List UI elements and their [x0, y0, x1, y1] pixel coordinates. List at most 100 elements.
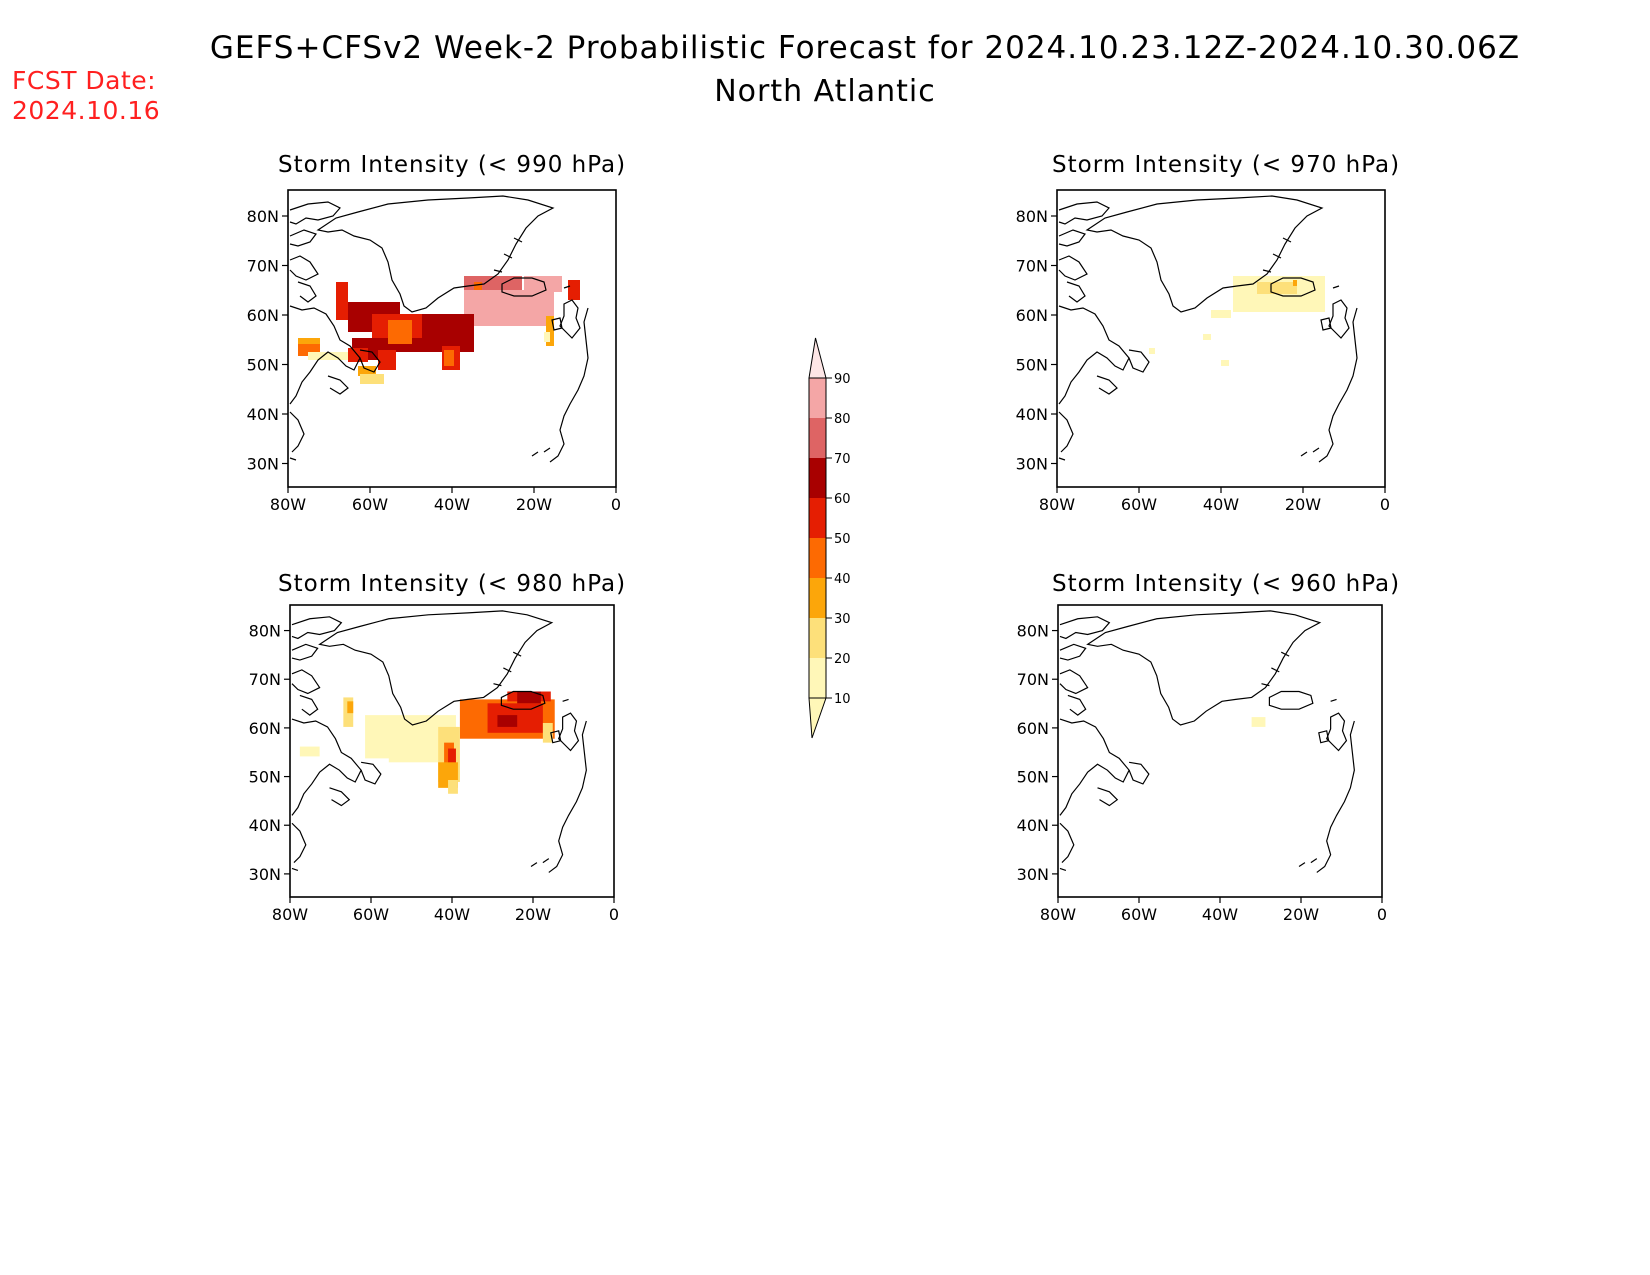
lat-tick-label: 60N — [1016, 306, 1048, 325]
colorbar-segment — [809, 618, 826, 658]
lat-tick-label: 40N — [247, 405, 279, 424]
lat-tick-label: 60N — [249, 719, 281, 738]
colorbar-tick-label: 10 — [834, 692, 851, 707]
probability-cell — [358, 366, 376, 376]
lat-tick-label: 50N — [247, 356, 279, 375]
lon-tick-label: 60W — [1121, 905, 1157, 924]
colorbar-segment — [809, 498, 826, 538]
lon-tick-label: 0 — [611, 495, 621, 514]
probability-cell — [524, 276, 562, 292]
colorbar-tick-label: 40 — [834, 572, 851, 587]
probability-cell — [388, 320, 412, 344]
lon-tick-label: 0 — [1380, 495, 1390, 514]
forecast-date-value: 2024.10.16 — [12, 96, 161, 125]
lon-tick-label: 80W — [270, 495, 306, 514]
lat-tick-label: 50N — [1017, 768, 1049, 787]
probability-cell — [378, 350, 396, 370]
probability-cell — [299, 746, 320, 757]
lon-tick-label: 40W — [1202, 905, 1238, 924]
panel-title-970: Storm Intensity (< 970 hPa) — [1052, 152, 1401, 178]
lat-tick-label: 60N — [1017, 719, 1049, 738]
probability-cell — [568, 280, 580, 300]
lon-tick-label: 20W — [516, 495, 552, 514]
lat-tick-label: 80N — [249, 622, 281, 641]
probability-cell — [1297, 278, 1317, 286]
region-subtitle: North Atlantic — [714, 74, 936, 109]
lat-tick-label: 80N — [1016, 207, 1048, 226]
lon-tick-label: 0 — [609, 905, 619, 924]
lon-tick-label: 20W — [515, 905, 551, 924]
lat-tick-label: 50N — [1016, 356, 1048, 375]
probability-cell — [1257, 282, 1297, 294]
colorbar-segment — [809, 418, 826, 458]
colorbar-segment — [809, 538, 826, 578]
colorbar-tick-label: 50 — [834, 532, 851, 547]
lat-tick-label: 30N — [1016, 455, 1048, 474]
main-title: GEFS+CFSv2 Week-2 Probabilistic Forecast… — [209, 30, 1521, 66]
probability-cell — [542, 722, 553, 743]
probability-cell — [546, 316, 554, 346]
colorbar-tick-label: 60 — [834, 492, 851, 507]
colorbar-segment — [809, 458, 826, 498]
lon-tick-label: 40W — [434, 905, 470, 924]
lat-tick-label: 70N — [1016, 257, 1048, 276]
colorbar-tick-label: 80 — [834, 412, 851, 427]
probability-cell — [1293, 280, 1299, 286]
probability-cell — [448, 780, 458, 794]
lat-tick-label: 40N — [1017, 816, 1049, 835]
colorbar-segment — [809, 658, 826, 698]
lat-tick-label: 40N — [1016, 405, 1048, 424]
panel-title-980: Storm Intensity (< 980 hPa) — [278, 571, 627, 597]
lat-tick-label: 30N — [249, 865, 281, 884]
probability-field-980 — [299, 691, 555, 794]
probability-cell — [336, 282, 348, 320]
lon-tick-label: 80W — [1040, 905, 1076, 924]
map-panel-980: 80N 70N 60N 50N 40N 30N 80W 60W 40W 20W 0 — [249, 604, 619, 924]
lon-tick-label: 60W — [352, 495, 388, 514]
lon-tick-label: 60W — [353, 905, 389, 924]
colorbar-tick-label: 20 — [834, 652, 851, 667]
lon-tick-label: 60W — [1121, 495, 1157, 514]
lat-tick-label: 50N — [249, 768, 281, 787]
colorbar-tick-label: 70 — [834, 452, 851, 467]
probability-cell — [544, 332, 550, 342]
map-panel-970: 80N 70N 60N 50N 40N 30N 80W 60W 40W 20W 0 — [1016, 189, 1390, 514]
lon-tick-label: 0 — [1377, 905, 1387, 924]
colorbar-bottom-cap — [808, 697, 827, 739]
lon-tick-label: 80W — [1039, 495, 1075, 514]
probability-cell — [360, 374, 384, 384]
probability-cell — [464, 290, 554, 326]
colorbar-tick-label: 30 — [834, 612, 851, 627]
probability-cell — [517, 691, 541, 704]
probability-cell — [1221, 360, 1229, 366]
probability-field-990 — [298, 276, 580, 384]
lat-tick-label: 40N — [249, 816, 281, 835]
probability-cell — [1211, 310, 1231, 318]
probability-cell — [1149, 348, 1155, 354]
map-panel-960: 80N 70N 60N 50N 40N 30N 80W 60W 40W 20W 0 — [1017, 604, 1387, 924]
panel-title-990: Storm Intensity (< 990 hPa) — [278, 152, 627, 178]
lat-tick-label: 30N — [247, 455, 279, 474]
lat-tick-label: 70N — [249, 670, 281, 689]
forecast-date-label: FCST Date: — [12, 66, 157, 95]
probability-cell — [497, 715, 518, 727]
lat-tick-label: 30N — [1017, 865, 1049, 884]
lat-tick-label: 60N — [247, 306, 279, 325]
lat-tick-label: 70N — [247, 257, 279, 276]
probability-cell — [474, 282, 482, 290]
panel-title-960: Storm Intensity (< 960 hPa) — [1052, 571, 1401, 597]
colorbar-tick-label: 90 — [834, 372, 851, 387]
probability-field-960 — [1251, 717, 1266, 727]
probability-cell — [308, 352, 348, 360]
lon-tick-label: 20W — [1285, 495, 1321, 514]
probability-cell — [347, 701, 354, 714]
lat-tick-label: 80N — [247, 207, 279, 226]
colorbar-segment — [809, 578, 826, 618]
lat-tick-label: 70N — [1017, 670, 1049, 689]
lon-tick-label: 20W — [1283, 905, 1319, 924]
probability-field-970 — [1149, 276, 1325, 366]
map-panel-990: 80N 70N 60N 50N 40N 30N 80W 60W 40W 20W 0 — [247, 189, 621, 514]
lon-tick-label: 80W — [272, 905, 308, 924]
